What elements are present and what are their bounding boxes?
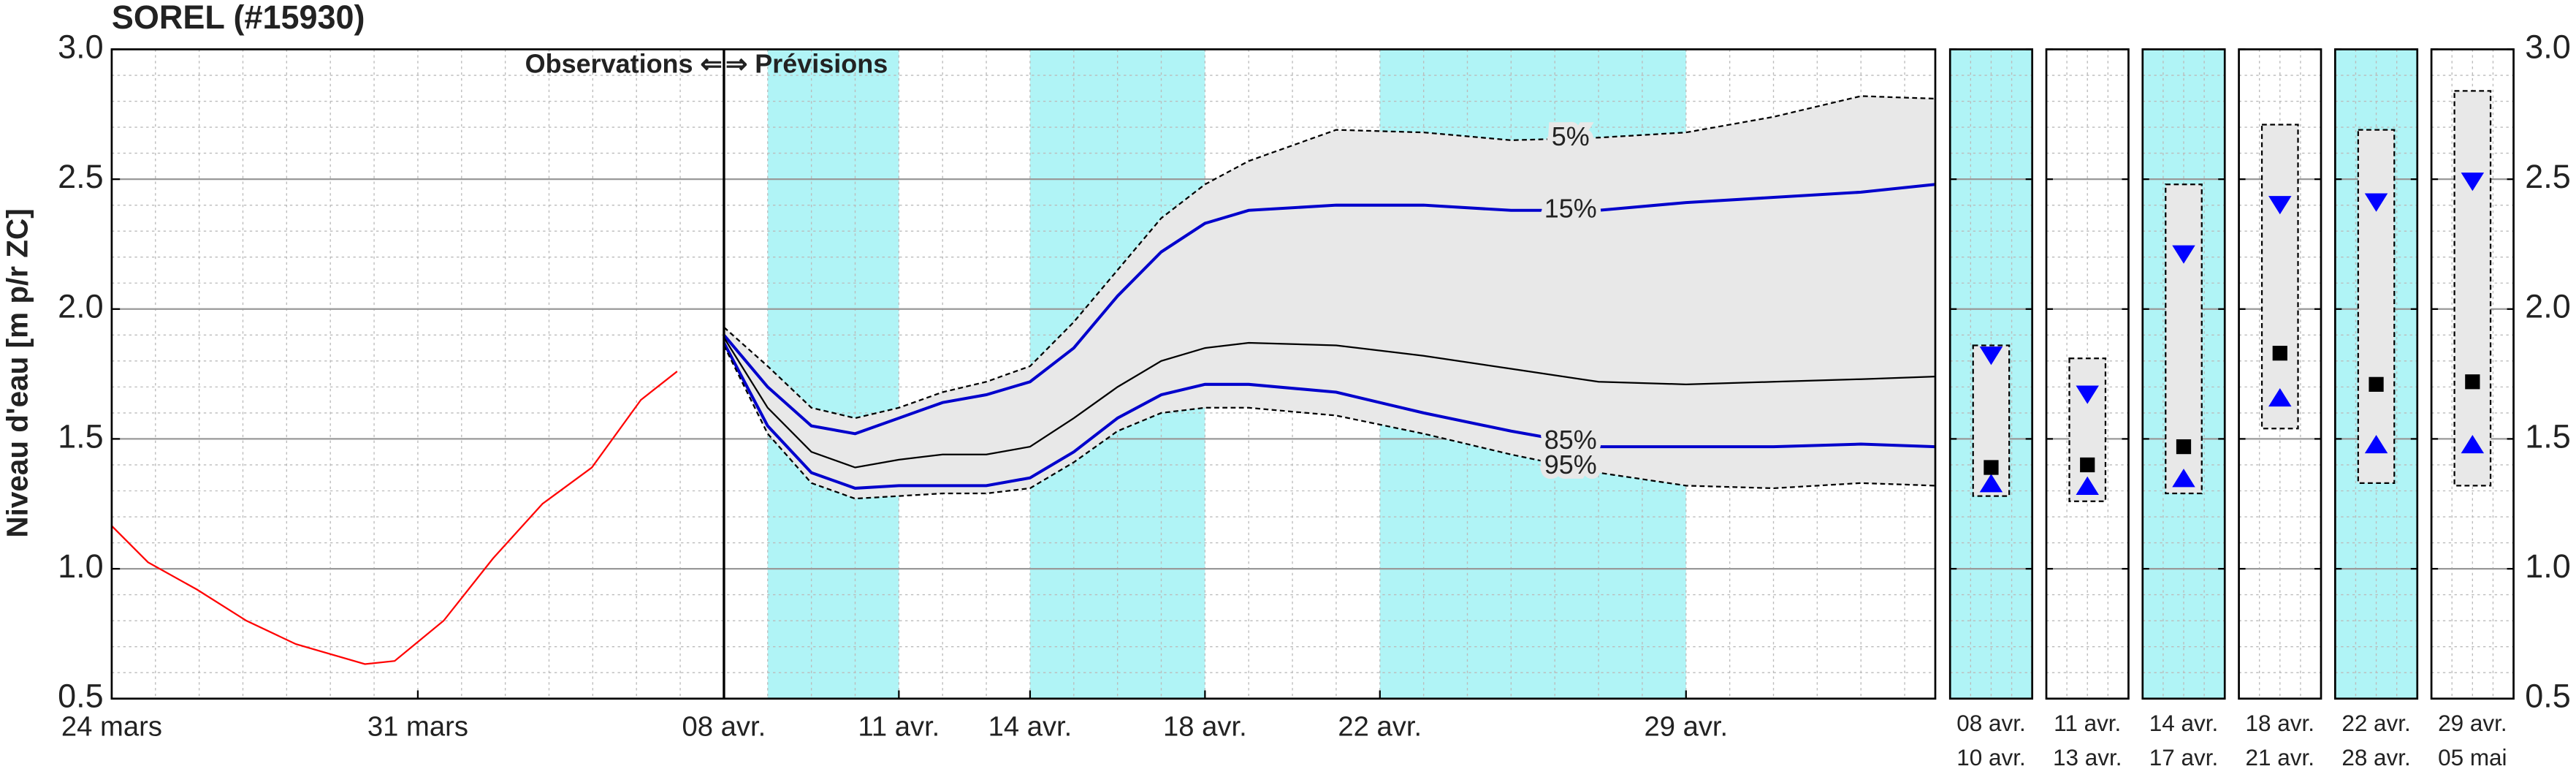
x-tick-label: 14 avr. — [988, 711, 1072, 742]
x-tick-label: 11 avr. — [858, 711, 940, 742]
panel-frame — [2141, 48, 2226, 700]
series-line — [723, 342, 1936, 490]
marker-median — [2176, 439, 2192, 455]
marker-up — [2268, 387, 2292, 407]
y-tick-label: 1.0 — [58, 548, 104, 585]
marker-up — [2461, 434, 2485, 454]
marker-down — [2461, 173, 2485, 192]
panel-label: 05 mai — [2438, 745, 2507, 769]
marker-up — [2364, 434, 2388, 454]
x-tick-label: 24 mars — [61, 711, 162, 742]
panel-label: 11 avr. — [2054, 711, 2121, 736]
range-box — [2260, 124, 2299, 430]
plot-frame — [110, 48, 1937, 700]
marker-median — [2080, 457, 2095, 473]
panel-label: 14 avr. — [2149, 711, 2218, 736]
series-line — [111, 371, 678, 665]
y-tick-label: 2.0 — [58, 288, 104, 325]
panel-frame — [1948, 48, 2034, 700]
shaded-range — [767, 49, 899, 699]
marker-up — [2172, 469, 2195, 488]
y-tick-label: 0.5 — [58, 678, 104, 715]
marker-down — [2076, 385, 2099, 404]
y2-tick-label: 1.5 — [2525, 417, 2571, 455]
range-box — [2357, 129, 2396, 484]
marker-down — [2364, 193, 2388, 212]
panel-label: 28 avr. — [2341, 745, 2410, 769]
series-label: 5% — [1552, 121, 1590, 151]
y2-tick-label: 0.5 — [2525, 678, 2571, 715]
series-label: 95% — [1544, 450, 1597, 480]
series-line — [723, 183, 1936, 436]
panel-label: 17 avr. — [2149, 745, 2218, 769]
band — [723, 96, 1935, 499]
annotation: Observations ⇐ — [525, 48, 723, 78]
panel-label: 18 avr. — [2246, 711, 2314, 736]
series-line — [723, 95, 1936, 420]
x-tick-label: 08 avr. — [682, 711, 766, 742]
series-label: 85% — [1544, 425, 1597, 455]
marker-up — [2076, 476, 2099, 495]
x-tick-label: 29 avr. — [1644, 711, 1728, 742]
panel-label: 29 avr. — [2438, 711, 2507, 736]
y-axis-label: Niveau d'eau [m p/r ZC] — [1, 208, 34, 537]
y-tick-label: 3.0 — [58, 28, 104, 65]
panel-label: 21 avr. — [2246, 745, 2314, 769]
y2-tick-label: 2.0 — [2525, 288, 2571, 325]
marker-median — [1984, 460, 1999, 475]
series-line — [723, 345, 1936, 500]
x-tick-label: 31 mars — [367, 711, 468, 742]
panel-label: 13 avr. — [2053, 745, 2122, 769]
series-line — [723, 337, 1936, 469]
marker-median — [2369, 376, 2384, 392]
panel-label: 08 avr. — [1956, 711, 2025, 736]
y-tick-label: 1.5 — [58, 417, 104, 455]
x-tick-label: 22 avr. — [1338, 711, 1422, 742]
marker-median — [2272, 346, 2287, 361]
marker-down — [2172, 245, 2195, 264]
panel-label: 10 avr. — [1956, 745, 2025, 769]
chart-title: SOREL (#15930) — [112, 0, 365, 36]
annotation: ⇒ Prévisions — [725, 48, 888, 78]
y2-tick-label: 1.0 — [2525, 548, 2571, 585]
marker-up — [1979, 474, 2003, 493]
y2-tick-label: 3.0 — [2525, 28, 2571, 65]
marker-down — [2268, 196, 2292, 215]
panel-label: 22 avr. — [2341, 711, 2410, 736]
y-tick-label: 2.5 — [58, 158, 104, 195]
y2-tick-label: 2.5 — [2525, 158, 2571, 195]
marker-down — [1979, 346, 2003, 365]
panel-frame — [2430, 48, 2515, 700]
series-label: 15% — [1544, 193, 1597, 223]
panel-frame — [2045, 48, 2130, 700]
panel-frame — [2333, 48, 2419, 700]
x-tick-label: 18 avr. — [1163, 711, 1247, 742]
panel-frame — [2238, 48, 2322, 700]
range-box — [2453, 90, 2492, 487]
marker-median — [2465, 374, 2480, 390]
